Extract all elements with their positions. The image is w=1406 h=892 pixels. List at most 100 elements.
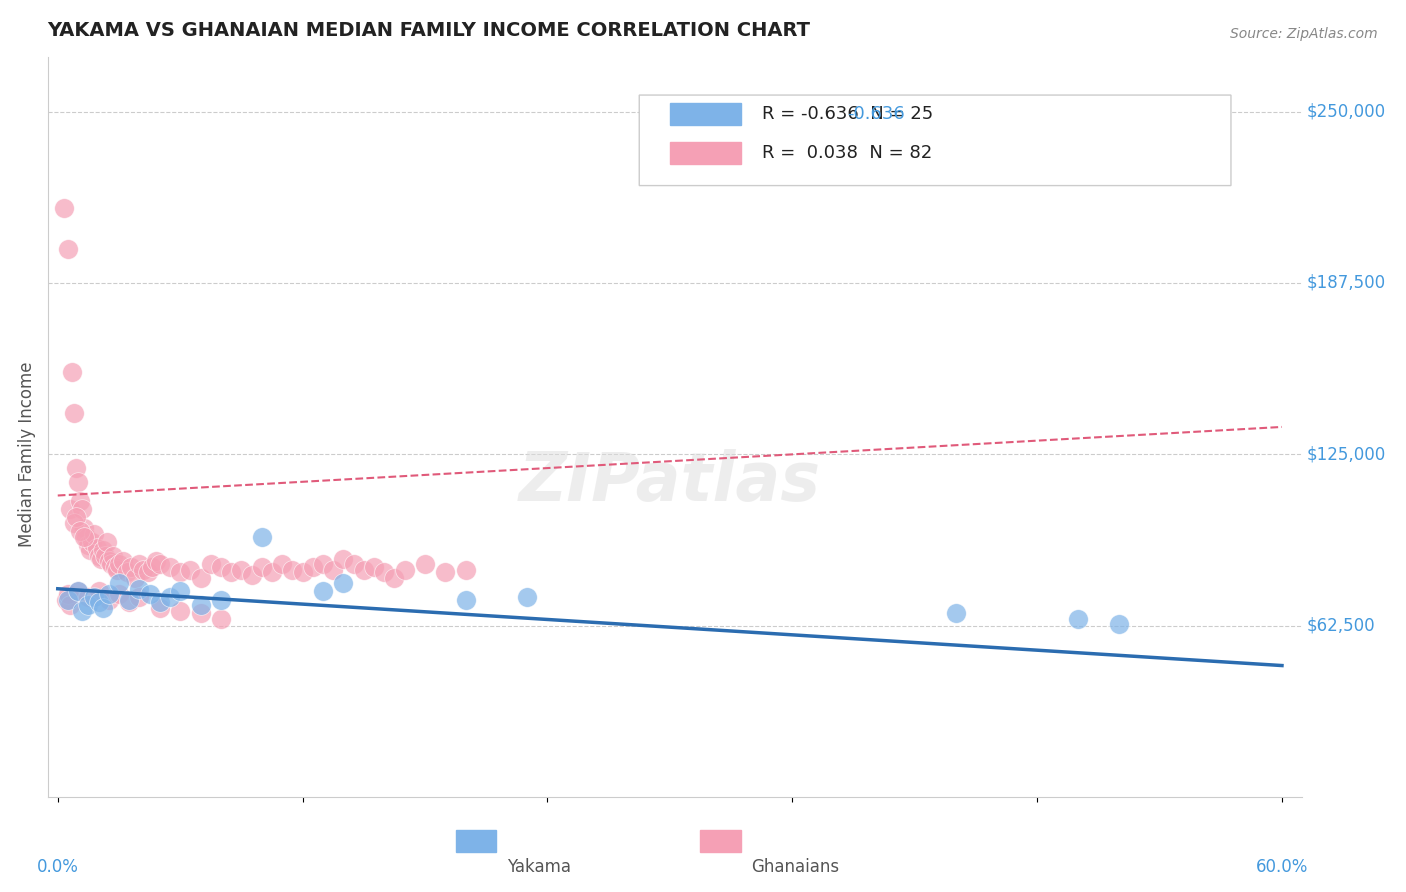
Point xyxy=(67,584,90,599)
Point xyxy=(169,566,191,580)
Text: $250,000: $250,000 xyxy=(1306,103,1385,120)
Point xyxy=(434,566,457,580)
Point xyxy=(149,595,172,609)
Text: R =  0.038  N = 82: R = 0.038 N = 82 xyxy=(762,144,932,161)
Point xyxy=(83,527,105,541)
Point xyxy=(91,601,114,615)
Point xyxy=(250,559,273,574)
Point xyxy=(56,592,79,607)
Point xyxy=(159,559,181,574)
Point xyxy=(104,559,127,574)
Point xyxy=(250,530,273,544)
Point xyxy=(373,566,395,580)
Point xyxy=(454,563,477,577)
Point xyxy=(145,554,167,568)
Point xyxy=(209,592,232,607)
Point xyxy=(87,549,110,563)
Point xyxy=(63,516,86,530)
Text: Ghanaians: Ghanaians xyxy=(751,857,839,876)
Point xyxy=(67,475,90,489)
Point xyxy=(83,590,105,604)
Point xyxy=(93,549,115,563)
Point xyxy=(384,571,406,585)
Point xyxy=(63,406,86,420)
Point xyxy=(82,535,104,549)
Point xyxy=(209,559,232,574)
Point xyxy=(281,563,304,577)
Point xyxy=(312,557,335,571)
Point xyxy=(59,598,82,612)
Point xyxy=(332,551,354,566)
Point xyxy=(219,566,242,580)
Point xyxy=(169,584,191,599)
Point xyxy=(179,563,201,577)
Point xyxy=(118,595,141,609)
Point xyxy=(77,598,100,612)
Point xyxy=(70,604,93,618)
Point xyxy=(55,592,77,607)
Point xyxy=(73,521,96,535)
Point xyxy=(301,559,323,574)
Point xyxy=(97,592,120,607)
Point xyxy=(271,557,294,571)
Point xyxy=(190,598,212,612)
Point xyxy=(332,576,354,591)
Point xyxy=(120,559,142,574)
Point xyxy=(77,538,100,552)
Point xyxy=(136,566,159,580)
Point xyxy=(1067,612,1090,626)
Text: YAKAMA VS GHANAIAN MEDIAN FAMILY INCOME CORRELATION CHART: YAKAMA VS GHANAIAN MEDIAN FAMILY INCOME … xyxy=(48,21,810,40)
Bar xyxy=(700,830,741,852)
Point xyxy=(363,559,385,574)
Point xyxy=(75,530,97,544)
Point xyxy=(169,604,191,618)
Point xyxy=(454,592,477,607)
Point xyxy=(79,543,101,558)
Point xyxy=(97,554,120,568)
Point xyxy=(86,541,108,555)
Point xyxy=(105,563,128,577)
Point xyxy=(65,510,87,524)
Point xyxy=(108,576,131,591)
Point xyxy=(322,563,344,577)
Point xyxy=(90,551,112,566)
Text: $62,500: $62,500 xyxy=(1306,616,1375,635)
Point xyxy=(60,365,83,379)
Point xyxy=(56,242,79,256)
Point xyxy=(394,563,416,577)
Point xyxy=(52,201,75,215)
Point xyxy=(67,584,90,599)
Point xyxy=(312,584,335,599)
Point xyxy=(108,587,131,601)
Point xyxy=(190,571,212,585)
Point xyxy=(128,582,150,596)
Point xyxy=(209,612,232,626)
Text: $125,000: $125,000 xyxy=(1306,445,1386,463)
Point xyxy=(353,563,375,577)
FancyBboxPatch shape xyxy=(640,95,1232,186)
Point xyxy=(200,557,222,571)
Text: $187,500: $187,500 xyxy=(1306,274,1385,292)
Point xyxy=(101,549,124,563)
Point xyxy=(149,557,172,571)
Text: Median Family Income: Median Family Income xyxy=(18,361,37,547)
Point xyxy=(128,590,150,604)
Text: ZIPatlas: ZIPatlas xyxy=(519,449,821,515)
Point xyxy=(149,601,172,615)
Point xyxy=(59,502,82,516)
Bar xyxy=(456,830,496,852)
Point xyxy=(87,595,110,609)
Point xyxy=(115,566,138,580)
Point xyxy=(77,590,100,604)
Point xyxy=(69,494,91,508)
Bar xyxy=(669,103,741,125)
Point xyxy=(945,607,967,621)
Point xyxy=(97,587,120,601)
Text: R = -0.636  N = 25: R = -0.636 N = 25 xyxy=(762,105,934,123)
Text: 60.0%: 60.0% xyxy=(1256,857,1308,876)
Text: Yakama: Yakama xyxy=(506,857,571,876)
Point xyxy=(231,563,253,577)
Point xyxy=(291,566,314,580)
Point xyxy=(159,590,181,604)
Point xyxy=(73,530,96,544)
